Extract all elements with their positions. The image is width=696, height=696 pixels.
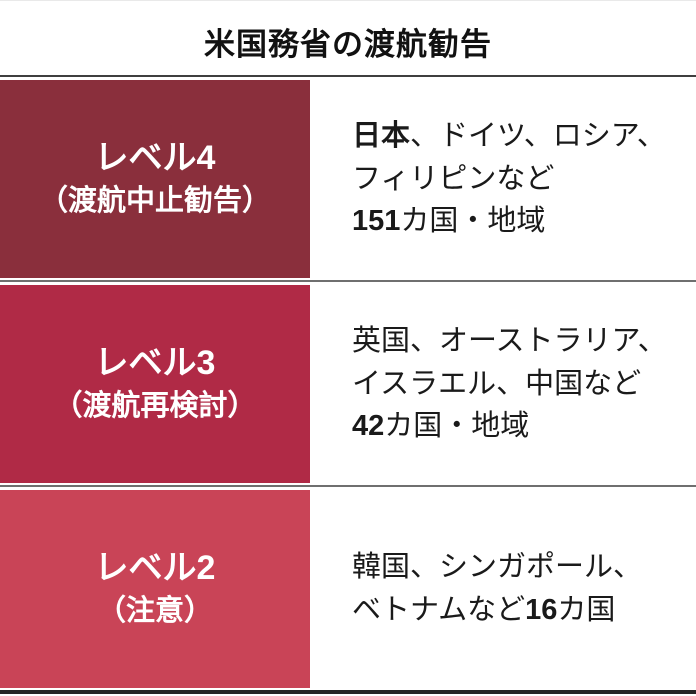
advisory-rows: レベル4 （渡航中止勧告） 日本、ドイツ、ロシア、 フィリピンなど 151カ国・地域… [0,77,696,690]
bottom-rule [0,690,696,694]
level3-sublabel: （渡航再検討） [53,390,257,423]
level2-label: レベル2 [94,549,216,588]
header: 米国務省の渡航勧告 [0,1,696,77]
page-title: 米国務省の渡航勧告 [204,26,492,62]
level4-label-box: レベル4 （渡航中止勧告） [0,80,310,278]
level4-label: レベル4 [94,139,216,178]
level3-label-box: レベル3 （渡航再検討） [0,285,310,483]
advisory-row-level2: レベル2 （注意） 韓国、シンガポール、 ベトナムなど16カ国 [0,487,696,690]
level3-label: レベル3 [94,344,216,383]
level2-countries-text: 韓国、シンガポール、 ベトナムなど16カ国 [352,551,643,626]
level3-countries-text: 英国、オーストラリア、 イスラエル、中国など 42カ国・地域 [352,324,667,443]
level2-label-box: レベル2 （注意） [0,490,310,688]
level4-countries-text: 日本、ドイツ、ロシア、 フィリピンなど 151カ国・地域 [352,119,666,238]
level4-sublabel: （渡航中止勧告） [38,185,271,218]
level2-sublabel: （注意） [96,595,213,628]
advisory-row-level4: レベル4 （渡航中止勧告） 日本、ドイツ、ロシア、 フィリピンなど 151カ国・地域 [0,77,696,282]
advisory-row-level3: レベル3 （渡航再検討） 英国、オーストラリア、 イスラエル、中国など 42カ国・地… [0,282,696,487]
